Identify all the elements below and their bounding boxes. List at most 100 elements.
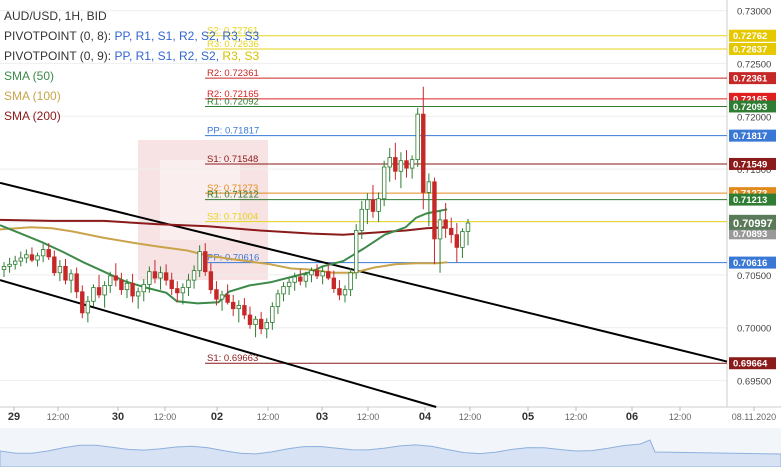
candle-body-0 [1, 265, 7, 270]
candle-body-67 [376, 198, 381, 212]
price-tag-text-11: 0.69664 [733, 359, 768, 370]
candle-body-47 [264, 322, 269, 330]
symbol-line: AUD/USD, 1H, BID [4, 9, 107, 23]
pivot-legend-2-s2: S2, [201, 49, 220, 63]
pivot-label-11: S1: 0.69663 [207, 353, 258, 364]
x-tick-label-9: 12:00 [459, 412, 482, 422]
pivot-legend-2-r3: R3, [222, 49, 242, 63]
price-tag-text-2: 0.72361 [733, 74, 768, 85]
candle-body-50 [281, 286, 286, 295]
candle-body-42 [236, 305, 241, 310]
candle-body-14 [80, 291, 85, 314]
y-tick-label-5: 0.70500 [737, 271, 771, 282]
x-tick-label-12: 06 [626, 411, 638, 423]
candle-body-60 [337, 288, 342, 296]
pivot-legend-1-s1: S1, [157, 29, 176, 43]
pivot-lines: S2: 0.72761 R3: 0.72636 R2: 0.72361 R2: 0.7… [205, 26, 727, 364]
candle-body-28 [158, 272, 163, 279]
pivot-legend-2-r1: R1, [135, 49, 155, 63]
pivot-legend-2: PIVOTPOINT (0, 9): PP, R1, S1, R2, S2, R… [4, 46, 259, 66]
y-tick-label-0: 0.73000 [737, 7, 771, 18]
candle-body-69 [387, 157, 392, 168]
x-tick-label-3: 12:00 [154, 412, 177, 422]
candle-body-25 [141, 283, 146, 293]
candle-body-26 [147, 271, 152, 285]
candle-body-83 [465, 222, 471, 232]
y-tick-label-2: 0.72000 [737, 112, 771, 123]
candle-body-17 [96, 287, 102, 296]
candle-body-55 [309, 270, 314, 276]
price-tag-box-8 [729, 193, 776, 206]
candle-body-15 [85, 300, 91, 314]
candle-body-22 [124, 282, 130, 291]
pivot-legend-2-s3: S3 [244, 49, 260, 63]
sma200-line [0, 218, 448, 236]
channel-lines [0, 181, 728, 408]
price-tag-box-current [729, 214, 776, 230]
candle-body-73 [409, 159, 415, 169]
pivot-label-5: PP: 0.71817 [207, 126, 259, 137]
candle-body-3 [18, 257, 23, 262]
candle-body-65 [365, 199, 370, 210]
y-tick-label-3: 0.71500 [737, 165, 771, 176]
candle-body-45 [253, 318, 258, 325]
candle-body-54 [303, 274, 309, 282]
candle-body-31 [175, 288, 180, 294]
candle-body-52 [292, 276, 297, 283]
price-tag-box-0 [729, 29, 776, 42]
candles [1, 86, 471, 339]
pivot-legend-1-r3: R3, [222, 29, 242, 43]
pivot-label-3: R2: 0.72165 [207, 89, 259, 100]
candle-body-6 [35, 255, 40, 261]
candle-body-12 [68, 273, 74, 281]
pivot-legend-1: PIVOTPOINT (0, 8): PP, R1, S1, R2, S2, R… [4, 26, 259, 46]
pivot-legend-2-label: PIVOTPOINT (0, 9): [4, 49, 112, 63]
sma200-legend: SMA (200) [4, 109, 61, 123]
candle-body-72 [404, 160, 409, 169]
pivot-label-4: R1: 0.72092 [207, 96, 259, 107]
price-tag-box-11 [729, 357, 776, 370]
candle-body-59 [331, 277, 337, 289]
price-tag-text-3: 0.72165 [733, 94, 768, 105]
x-axis: 29 12:00 30 12:00 02 12:00 03 12:00 04 12:00 05 12:… [8, 407, 776, 423]
price-tag-box-5 [729, 129, 776, 142]
channel-line-upper [0, 181, 728, 363]
candle-body-32 [180, 287, 186, 294]
candle-body-18 [102, 285, 107, 296]
navigator[interactable] [0, 428, 781, 467]
pivot-legend-2-s1: S1, [157, 49, 176, 63]
y-tick-label-1: 0.72500 [737, 59, 771, 70]
pivot-legend-2-pp: PP, [114, 49, 133, 63]
candle-body-38 [214, 289, 219, 300]
price-tag-box-extra [729, 227, 776, 240]
candle-body-10 [57, 265, 63, 274]
candle-body-81 [454, 234, 460, 248]
x-tick-label-11: 12:00 [565, 412, 588, 422]
candle-body-68 [381, 166, 387, 200]
sma50-legend: SMA (50) [4, 69, 55, 83]
candle-body-11 [63, 265, 68, 281]
candle-body-9 [52, 256, 57, 274]
pivot-label-9: S3: 0.71004 [207, 212, 258, 223]
candle-body-29 [163, 272, 169, 281]
candle-body-71 [398, 160, 404, 172]
candle-body-33 [186, 279, 191, 288]
pivot-legend-1-r1: R1, [135, 29, 155, 43]
candle-body-36 [203, 251, 208, 273]
candle-body-8 [46, 249, 51, 258]
price-tag-text-6: 0.71549 [733, 159, 767, 170]
x-tick-label-5: 12:00 [257, 412, 280, 422]
x-tick-label-0: 29 [8, 411, 20, 423]
price-tag-box-2 [729, 72, 776, 85]
candle-body-35 [197, 251, 202, 272]
candle-body-80 [449, 227, 454, 236]
price-tag-box-4 [729, 100, 776, 113]
candle-body-70 [393, 157, 398, 172]
candle-body-53 [298, 276, 303, 282]
price-tag-text-current: 0.70997 [733, 218, 773, 230]
candle-body-56 [314, 270, 320, 277]
candle-body-19 [108, 275, 113, 286]
y-tick-label-6: 0.70000 [737, 324, 771, 335]
candle-body-44 [247, 314, 253, 325]
